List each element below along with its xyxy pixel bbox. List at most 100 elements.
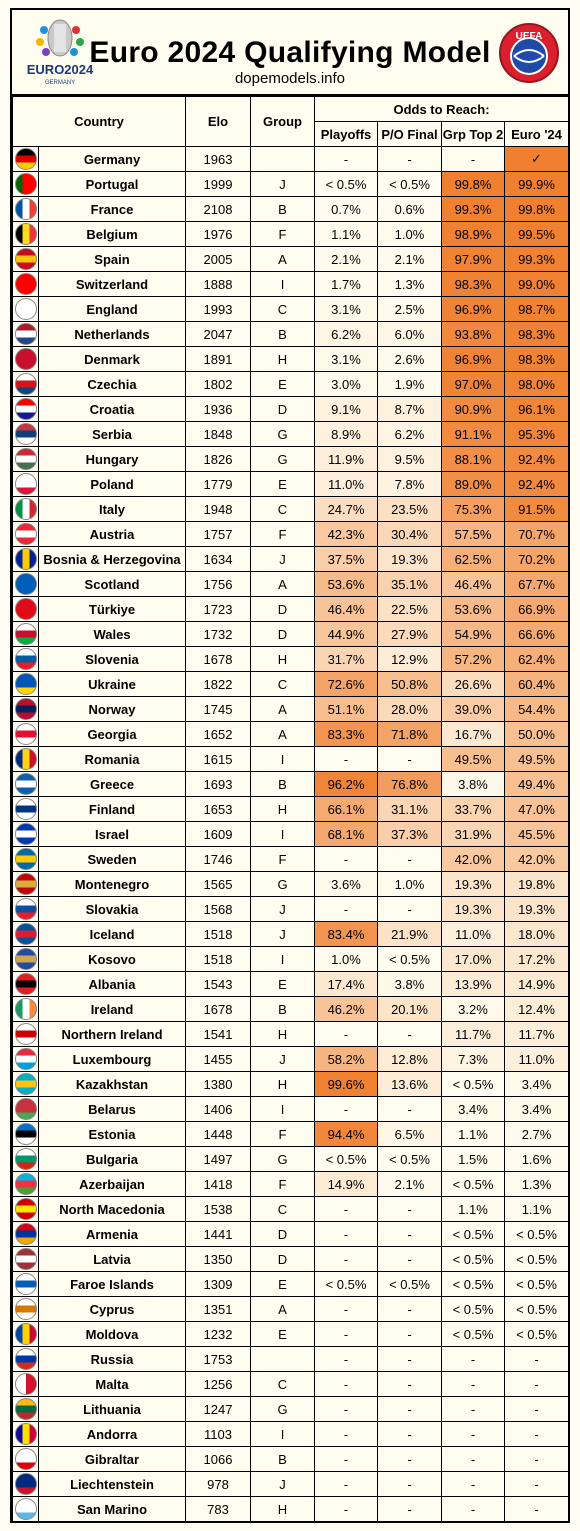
country-cell: Georgia (38, 721, 186, 747)
grp-top2-cell: 49.5% (441, 746, 505, 772)
flag-icon (14, 1023, 37, 1045)
country-cell: Malta (38, 1371, 186, 1397)
country-cell: Czechia (38, 371, 186, 397)
grp-top2-cell: < 0.5% (441, 1171, 505, 1197)
group-cell: D (250, 621, 315, 647)
flag-cell (12, 1321, 39, 1347)
group-cell: F (250, 1121, 315, 1147)
group-cell: C (250, 1196, 315, 1222)
playoffs-cell: 17.4% (314, 971, 378, 997)
grp-top2-cell: 7.3% (441, 1046, 505, 1072)
elo-cell: 1103 (185, 1421, 251, 1447)
flag-icon (14, 523, 37, 545)
flag-icon (14, 348, 37, 370)
flag-cell (12, 571, 39, 597)
po-final-cell: - (377, 1096, 442, 1122)
elo-cell: 2047 (185, 321, 251, 347)
playoffs-cell: - (314, 1371, 378, 1397)
grp-top2-cell: 91.1% (441, 421, 505, 447)
flag-icon (14, 1398, 37, 1420)
table-row: Northern Ireland 1541 H - -11.7% 11.7% (12, 1021, 570, 1047)
grp-top2-cell: 99.8% (441, 171, 505, 197)
group-cell: B (250, 1446, 315, 1472)
country-cell: North Macedonia (38, 1196, 186, 1222)
group-cell: A (250, 571, 315, 597)
table-row: Czechia 1802 E 3.0% 1.9% 97.0% 98.0% (12, 371, 570, 397)
po-final-cell: - (377, 846, 442, 872)
grp-top2-cell: < 0.5% (441, 1321, 505, 1347)
flag-icon (14, 1273, 37, 1295)
page-title: Euro 2024 Qualifying Model (89, 36, 491, 69)
playoffs-cell: 1.7% (314, 271, 378, 297)
country-cell: Croatia (38, 396, 186, 422)
table-row: Andorra 1103 I - - - - (12, 1421, 570, 1447)
grp-top2-cell: 97.9% (441, 246, 505, 272)
elo-cell: 1543 (185, 971, 251, 997)
po-final-cell: < 0.5% (377, 1146, 442, 1172)
po-final-cell: - (377, 1221, 442, 1247)
euro24-cell: 18.0% (503, 921, 570, 947)
elo-cell: 1802 (185, 371, 251, 397)
elo-cell: 1888 (185, 271, 251, 297)
playoffs-cell: 53.6% (314, 571, 378, 597)
euro24-cell: 49.5% (503, 746, 570, 772)
flag-icon (14, 1473, 37, 1495)
playoffs-cell: 9.1% (314, 396, 378, 422)
flag-cell (12, 871, 39, 897)
table-row: Kosovo 1518 I 1.0% < 0.5% 17.0% 17.2% (12, 946, 570, 972)
po-final-cell: 3.8% (377, 971, 442, 997)
table-row: Slovakia 1568 J - -19.3% 19.3% (12, 896, 570, 922)
elo-cell: 1678 (185, 996, 251, 1022)
group-cell: H (250, 646, 315, 672)
flag-icon (14, 173, 37, 195)
flag-cell (12, 721, 39, 747)
flag-cell (12, 1071, 39, 1097)
group-cell: I (250, 1421, 315, 1447)
flag-icon (14, 323, 37, 345)
group-cell: I (250, 821, 315, 847)
country-cell: Switzerland (38, 271, 186, 297)
euro24-cell: 62.4% (503, 646, 570, 672)
euro24-cell: 91.5% (503, 496, 570, 522)
po-final-cell: 6.0% (377, 321, 442, 347)
po-final-cell: - (377, 1421, 442, 1447)
euro24-cell: 66.6% (503, 621, 570, 647)
flag-icon (14, 898, 37, 920)
po-final-cell: < 0.5% (377, 171, 442, 197)
flag-icon (14, 973, 37, 995)
po-final-cell: - (377, 1446, 442, 1472)
country-cell: Germany (38, 146, 186, 172)
group-cell: J (250, 1046, 315, 1072)
elo-cell: 1350 (185, 1246, 251, 1272)
table-row: Cyprus 1351 A - - < 0.5% < 0.5% (12, 1296, 570, 1322)
euro24-cell: 99.8% (503, 196, 570, 222)
table-row: Latvia 1350 D - - < 0.5% < 0.5% (12, 1246, 570, 1272)
euro24-cell: 70.2% (503, 546, 570, 572)
flag-icon (14, 1223, 37, 1245)
country-cell: Serbia (38, 421, 186, 447)
po-final-header: P/O Final (377, 121, 442, 147)
po-final-cell: 23.5% (377, 496, 442, 522)
grp-top2-cell: - (441, 146, 505, 172)
table-row: Gibraltar 1066 B - - - - (12, 1446, 570, 1472)
flag-cell (12, 1021, 39, 1047)
grp-top2-cell: 93.8% (441, 321, 505, 347)
country-cell: Azerbaijan (38, 1171, 186, 1197)
flag-cell (12, 1346, 39, 1372)
group-cell: E (250, 1271, 315, 1297)
playoffs-cell: - (314, 1196, 378, 1222)
euro24-cell: 14.9% (503, 971, 570, 997)
euro24-cell: 99.3% (503, 246, 570, 272)
po-final-cell: - (377, 1296, 442, 1322)
flag-cell (12, 1271, 39, 1297)
elo-cell: 1380 (185, 1071, 251, 1097)
grp-top2-header: Grp Top 2 (441, 121, 505, 147)
country-cell: Hungary (38, 446, 186, 472)
table-body: Germany 1963- - - ✓ Portugal 1999 J < 0.5% < 0.5%… (12, 146, 570, 1522)
euro24-cell: 98.3% (503, 321, 570, 347)
group-cell: H (250, 796, 315, 822)
playoffs-cell: 96.2% (314, 771, 378, 797)
elo-cell: 1406 (185, 1096, 251, 1122)
playoffs-cell: 24.7% (314, 496, 378, 522)
elo-cell: 1757 (185, 521, 251, 547)
